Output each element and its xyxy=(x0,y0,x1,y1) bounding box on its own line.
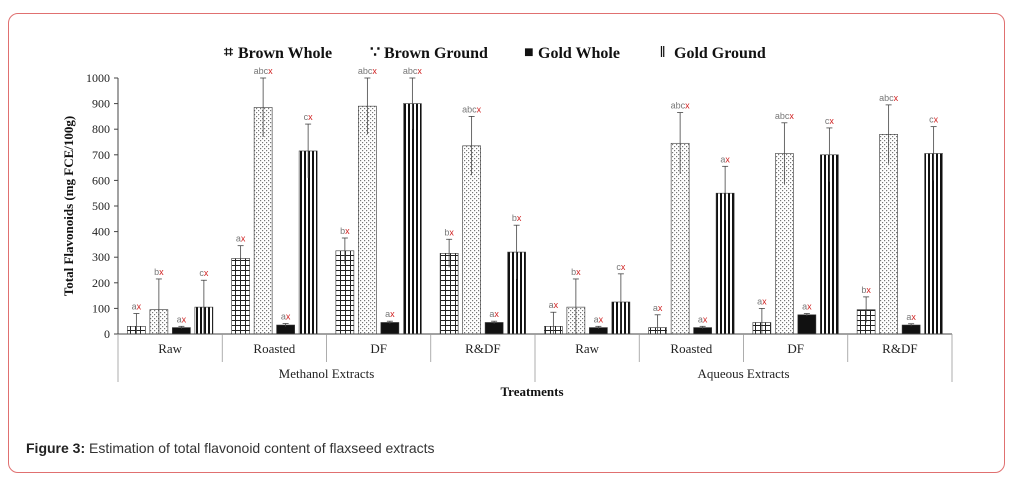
bar-gold-ground-methanol-extracts-roasted-label: cx xyxy=(304,112,314,122)
figure-frame xyxy=(8,13,1005,473)
bar-gold-ground-methanol-extracts-df xyxy=(403,103,422,335)
y-tick-label-500: 500 xyxy=(92,199,110,213)
chart-legend: ⌗ Brown Whole ∵ Brown Ground ■ Gold Whole ‖ Gol… xyxy=(223,44,766,62)
bar-gold-whole-methanol-extracts-randdf xyxy=(484,322,504,335)
bar-gold-whole-methanol-extracts-df-label: ax xyxy=(385,309,395,319)
x-axis-title: Treatments xyxy=(500,384,563,399)
figure-caption: Figure 3: Estimation of total flavonoid … xyxy=(26,440,435,456)
legend-symbol-brown-ground: ∵ xyxy=(370,44,380,61)
bar-gold-whole-aqueous-extracts-roasted-label: ax xyxy=(698,314,708,324)
y-axis-title: Total Flavonoids (mg FCE/100g) xyxy=(61,116,76,296)
bar-gold-whole-aqueous-extracts-df-label: ax xyxy=(802,302,812,312)
bar-brown-ground-aqueous-extracts-randdf-label: abcx xyxy=(879,93,899,103)
bar-brown-ground-aqueous-extracts-df-label: abcx xyxy=(775,111,795,121)
bar-gold-whole-aqueous-extracts-randdf-label: ax xyxy=(906,312,916,322)
legend-symbol-brown-whole: ⌗ xyxy=(223,44,234,61)
bar-brown-ground-methanol-extracts-df xyxy=(358,105,377,335)
bar-gold-whole-aqueous-extracts-df xyxy=(797,314,817,335)
bar-gold-ground-methanol-extracts-raw-label: cx xyxy=(199,268,209,278)
bar-gold-whole-methanol-extracts-df xyxy=(380,322,400,335)
y-tick-label-300: 300 xyxy=(92,250,110,264)
x-category-label-aqueous-extracts-df: DF xyxy=(787,341,804,356)
bar-brown-whole-methanol-extracts-roasted-label: ax xyxy=(236,234,246,244)
y-tick-label-800: 800 xyxy=(92,122,110,136)
bar-gold-whole-aqueous-extracts-randdf xyxy=(901,324,921,335)
bar-marks xyxy=(127,77,943,335)
bar-brown-ground-methanol-extracts-roasted-label: abcx xyxy=(254,66,274,76)
y-tick-label-0: 0 xyxy=(104,327,110,341)
bar-gold-ground-methanol-extracts-roasted xyxy=(298,150,318,335)
flavonoid-bar-chart: ⌗ Brown Whole ∵ Brown Ground ■ Gold Whole ‖ Gol… xyxy=(61,44,953,399)
x-category-label-aqueous-extracts-randdf: R&DF xyxy=(882,341,917,356)
legend-label-gold-whole: Gold Whole xyxy=(538,45,620,62)
bar-brown-whole-aqueous-extracts-roasted-label: ax xyxy=(653,303,663,313)
bar-gold-ground-aqueous-extracts-randdf xyxy=(924,153,943,335)
y-tick-label-400: 400 xyxy=(92,225,110,239)
legend-item-brown-ground: ∵ Brown Ground xyxy=(370,44,488,62)
x-axis: Raw Roasted DF R&DF Raw Roasted DF R&DF Methanol… xyxy=(117,333,953,399)
bar-brown-whole-methanol-extracts-df-label: bx xyxy=(340,226,350,236)
legend-symbol-gold-ground: ‖ xyxy=(660,44,665,61)
x-category-label-methanol-extracts-randdf: R&DF xyxy=(465,341,500,356)
bar-brown-ground-methanol-extracts-randdf-label: abcx xyxy=(462,104,482,114)
bar-brown-ground-aqueous-extracts-raw-label: bx xyxy=(571,267,581,277)
bar-gold-ground-aqueous-extracts-raw-label: cx xyxy=(616,262,626,272)
bar-gold-ground-aqueous-extracts-randdf-label: cx xyxy=(929,115,939,125)
x-category-label-methanol-extracts-raw: Raw xyxy=(158,341,182,356)
bar-gold-ground-methanol-extracts-df-label: abcx xyxy=(403,66,423,76)
legend-item-gold-ground: ‖ Gold Ground xyxy=(660,44,766,62)
bar-gold-ground-methanol-extracts-randdf-label: bx xyxy=(512,213,522,223)
bar-brown-ground-methanol-extracts-df-label: abcx xyxy=(358,66,378,76)
bar-brown-ground-aqueous-extracts-randdf xyxy=(879,134,898,335)
bar-brown-ground-aqueous-extracts-roasted-label: abcx xyxy=(671,101,691,111)
x-category-label-aqueous-extracts-roasted: Roasted xyxy=(670,341,712,356)
bar-gold-ground-aqueous-extracts-df xyxy=(820,154,839,335)
legend-label-gold-ground: Gold Ground xyxy=(674,45,766,62)
y-tick-label-900: 900 xyxy=(92,97,110,111)
x-group-label-methanol-extracts: Methanol Extracts xyxy=(279,366,375,381)
y-tick-label-1000: 1000 xyxy=(86,71,110,85)
bar-gold-ground-aqueous-extracts-df-label: cx xyxy=(825,116,835,126)
x-category-label-methanol-extracts-roasted: Roasted xyxy=(253,341,295,356)
y-tick-label-700: 700 xyxy=(92,148,110,162)
bar-gold-whole-aqueous-extracts-raw-label: ax xyxy=(594,314,604,324)
bar-gold-whole-methanol-extracts-raw-label: ax xyxy=(177,314,187,324)
bar-brown-whole-methanol-extracts-randdf-label: bx xyxy=(444,227,454,237)
caption-text: Estimation of total flavonoid content of… xyxy=(85,440,435,456)
bar-brown-ground-methanol-extracts-raw-label: bx xyxy=(154,267,164,277)
legend-label-brown-ground: Brown Ground xyxy=(384,45,488,62)
y-tick-label-100: 100 xyxy=(92,301,110,315)
significance-labels: ax bx ax cx ax abcx ax cx bx abcx ax abcx bx abcx ax bx… xyxy=(132,66,939,324)
bar-gold-ground-aqueous-extracts-roasted-label: ax xyxy=(720,154,730,164)
y-tick-label-200: 200 xyxy=(92,276,110,290)
bar-brown-whole-methanol-extracts-raw-label: ax xyxy=(132,302,142,312)
legend-label-brown-whole: Brown Whole xyxy=(238,45,332,62)
bar-brown-whole-aqueous-extracts-raw-label: ax xyxy=(549,300,559,310)
bar-brown-ground-methanol-extracts-roasted xyxy=(253,107,273,335)
bar-gold-whole-methanol-extracts-roasted-label: ax xyxy=(281,312,291,322)
legend-item-brown-whole: ⌗ Brown Whole xyxy=(223,44,332,62)
bar-brown-whole-aqueous-extracts-randdf-label: bx xyxy=(861,285,871,295)
legend-item-gold-whole: ■ Gold Whole xyxy=(524,44,620,62)
caption-prefix: Figure 3: xyxy=(26,440,86,456)
x-group-label-aqueous-extracts: Aqueous Extracts xyxy=(697,366,789,381)
legend-symbol-gold-whole: ■ xyxy=(524,44,534,61)
x-category-label-methanol-extracts-df: DF xyxy=(370,341,387,356)
x-category-label-aqueous-extracts-raw: Raw xyxy=(575,341,599,356)
bar-gold-whole-methanol-extracts-randdf-label: ax xyxy=(489,309,499,319)
y-tick-label-600: 600 xyxy=(92,173,110,187)
y-axis: 0 100 200 300 400 500 600 700 800 900 1000 Total Fl… xyxy=(61,71,119,341)
bar-brown-whole-aqueous-extracts-df-label: ax xyxy=(757,296,767,306)
